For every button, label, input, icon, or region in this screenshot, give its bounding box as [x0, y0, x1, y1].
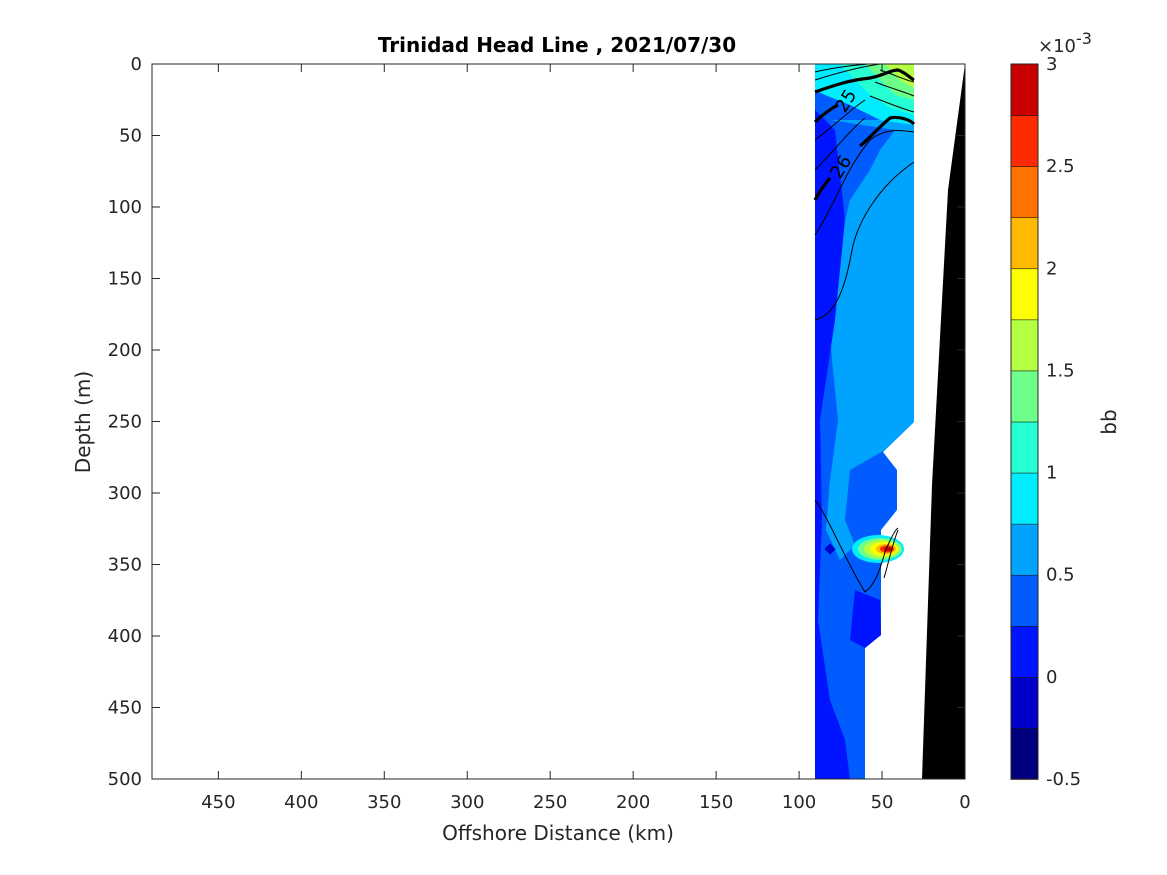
y-axis-label: Depth (m)	[71, 371, 95, 473]
contour-thin-2	[814, 64, 881, 81]
colorbar-ticks: 3 2.5 2 1.5 1 0.5 0 -0.5	[1046, 54, 1081, 790]
bathymetry-fill	[922, 64, 965, 779]
colorbar-tick-label: 2.5	[1046, 156, 1075, 177]
contour-thin-5	[869, 95, 915, 113]
contour-25	[814, 68, 915, 94]
colorbar-swatch	[1010, 370, 1039, 423]
colorbar-multiplier-base: ×10	[1038, 36, 1076, 57]
colorbar-tick-label: -0.5	[1046, 769, 1081, 790]
field-band-low-2	[850, 590, 881, 648]
y-tick-label: 300	[108, 483, 142, 504]
contour-thin-3	[879, 69, 915, 83]
colorbar-swatch	[1010, 63, 1039, 116]
x-tick-label: 200	[616, 792, 650, 813]
x-tick-label: 100	[782, 792, 816, 813]
x-tick-label: 150	[699, 792, 733, 813]
contour-thin-10	[814, 499, 899, 593]
contour-thin-6	[814, 99, 866, 141]
x-tick-label: 250	[533, 792, 567, 813]
colorbar	[1010, 63, 1039, 780]
x-tick-label: 350	[367, 792, 401, 813]
y-tick-label: 400	[108, 626, 142, 647]
colorbar-swatch	[1010, 625, 1039, 678]
x-tick-label: 400	[284, 792, 318, 813]
x-tick-label: 450	[201, 792, 235, 813]
colorbar-tick-label: 1.5	[1046, 360, 1075, 381]
contour-26	[813, 177, 832, 201]
colorbar-swatch	[1010, 114, 1039, 167]
dark-spot	[824, 543, 836, 555]
colorbar-swatch	[1010, 472, 1039, 525]
colorbar-tick-label: 2	[1046, 258, 1057, 279]
colorbar-tick-label: 0	[1046, 667, 1057, 688]
colorbar-swatch	[1010, 267, 1039, 321]
colorbar-tick-label: 0.5	[1046, 565, 1075, 586]
y-tick-label: 450	[108, 698, 142, 719]
colorbar-swatch	[1010, 216, 1039, 270]
colorbar-frame	[1010, 63, 1039, 780]
colorbar-swatch	[1010, 523, 1039, 576]
y-tick-label: 200	[108, 340, 142, 361]
colorbar-multiplier: ×10-3	[1038, 29, 1092, 57]
y-tick-label: 50	[119, 126, 142, 147]
y-tick-label: 250	[108, 412, 142, 433]
contour-thin-7	[814, 117, 866, 171]
colorbar-swatch	[1010, 727, 1039, 780]
contour-25-lower	[813, 103, 839, 124]
data-field: 25 26	[813, 64, 965, 779]
x-tick-label: 50	[871, 792, 894, 813]
contour-26-upper	[858, 115, 916, 148]
y-tick-label: 150	[108, 269, 142, 290]
colorbar-tick-label: 1	[1046, 463, 1057, 484]
colorbar-swatch	[1010, 676, 1039, 729]
colorbar-swatch	[1010, 319, 1039, 372]
colorbar-swatch	[1010, 574, 1039, 627]
contour-bold	[813, 68, 916, 201]
colorbar-swatch	[1010, 165, 1039, 219]
contour-thin-11	[883, 529, 899, 579]
colorbar-tick-label: 3	[1046, 54, 1057, 75]
y-ticks: 0 50 100 150 200 250 300 350 400 450 500	[108, 54, 965, 790]
x-tick-label: 300	[450, 792, 484, 813]
colorbar-swatch	[1010, 421, 1039, 474]
y-tick-label: 0	[131, 54, 142, 75]
colorbar-label: bb	[1097, 409, 1121, 434]
contour-thin-4	[874, 81, 915, 97]
y-tick-label: 350	[108, 555, 142, 576]
contour-thin-8	[814, 129, 915, 236]
contour-lines	[814, 64, 915, 593]
y-tick-label: 100	[108, 197, 142, 218]
x-ticks: 450 400 350 300 250 200 150 100 50 0	[201, 64, 971, 813]
x-tick-label: 0	[959, 792, 970, 813]
field-band-low	[815, 110, 850, 779]
field-band-mid	[826, 120, 914, 560]
y-tick-label: 500	[108, 769, 142, 790]
colorbar-multiplier-exp: -3	[1076, 29, 1092, 48]
x-axis-label: Offshore Distance (km)	[442, 821, 674, 845]
contour-thin-9	[814, 161, 915, 321]
chart-title: Trinidad Head Line , 2021/07/30	[378, 33, 736, 57]
